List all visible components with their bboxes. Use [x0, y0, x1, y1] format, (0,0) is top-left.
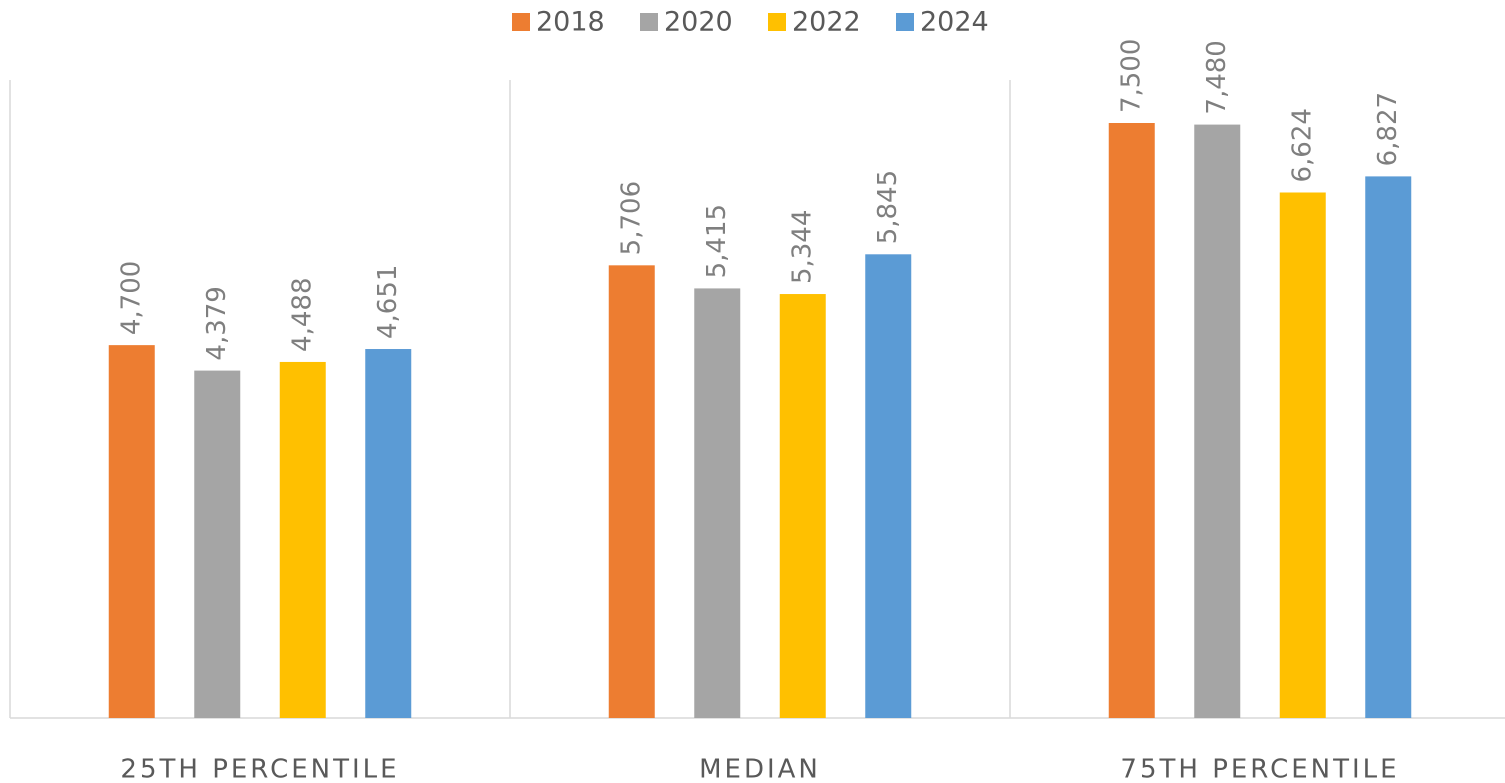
legend-swatch	[768, 13, 786, 31]
value-label: 4,379	[202, 286, 232, 360]
value-label: 6,827	[1373, 92, 1403, 166]
value-label: 4,488	[287, 278, 317, 352]
value-label: 5,415	[702, 204, 732, 278]
value-label: 5,845	[873, 170, 903, 244]
value-label: 6,624	[1287, 108, 1317, 182]
value-label: 7,480	[1202, 40, 1232, 114]
bar	[194, 370, 241, 718]
bar	[1108, 123, 1155, 718]
bar	[279, 361, 326, 718]
value-label: 5,706	[616, 181, 646, 255]
bar	[865, 254, 912, 718]
x-tick-label: 25TH PERCENTILE	[120, 755, 399, 783]
bar	[1365, 176, 1412, 718]
legend-label: 2022	[792, 7, 861, 38]
bar	[1194, 124, 1241, 718]
x-tick-label: 75TH PERCENTILE	[1120, 755, 1399, 783]
bar	[1279, 192, 1326, 719]
legend-swatch	[512, 13, 530, 31]
bar	[694, 288, 741, 718]
bar	[608, 265, 655, 718]
value-label: 4,651	[373, 265, 403, 339]
legend-label: 2020	[664, 7, 733, 38]
legend-label: 2024	[920, 7, 989, 38]
value-label: 7,500	[1116, 39, 1146, 113]
frame	[9, 80, 1505, 719]
x-tick-label: MEDIAN	[699, 755, 821, 783]
value-label: 4,700	[116, 261, 146, 335]
bar	[108, 345, 155, 718]
legend-swatch	[640, 13, 658, 31]
value-label: 5,344	[787, 210, 817, 284]
bar	[365, 349, 412, 718]
bar	[779, 294, 826, 718]
legend-swatch	[896, 13, 914, 31]
legend-label: 2018	[536, 7, 605, 38]
